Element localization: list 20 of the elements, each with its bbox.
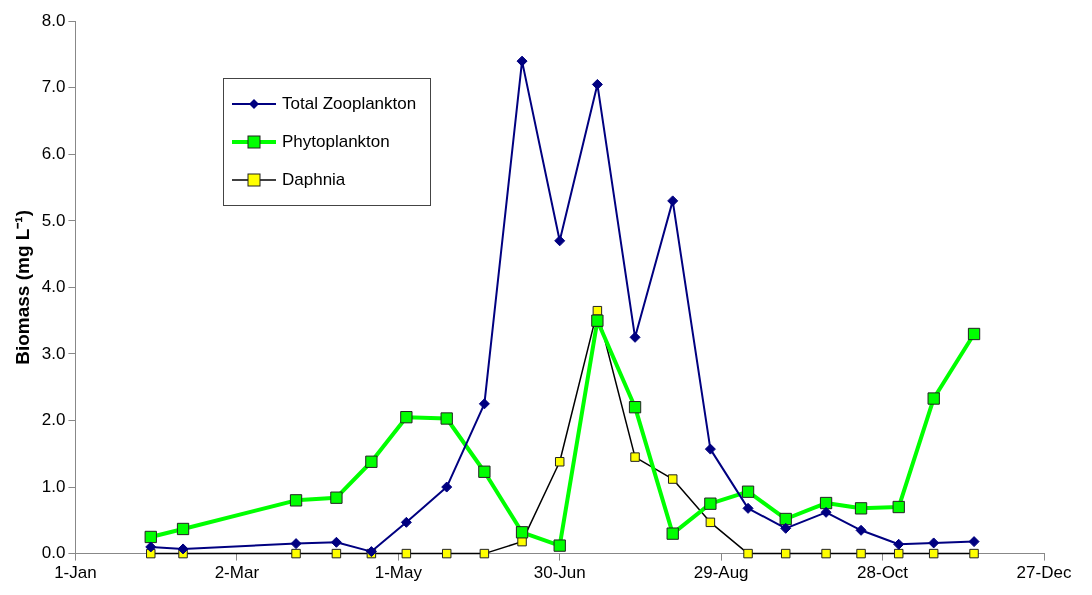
y-tick-label: 7.0	[41, 77, 66, 97]
y-tick-label: 8.0	[41, 10, 66, 30]
x-tick-label: 1-May	[374, 563, 423, 583]
x-tick-label: 2-Mar	[214, 563, 260, 583]
y-tick-label: 1.0	[41, 476, 66, 496]
x-tick-label: 27-Dec	[1016, 563, 1072, 583]
y-axis-title: Biomass (mg L⁻¹)	[11, 209, 33, 365]
x-tick-label: 1-Jan	[54, 563, 97, 583]
legend-label: Phytoplankton	[282, 132, 390, 152]
y-tick-label: 0.0	[41, 543, 66, 563]
y-tick-label: 3.0	[41, 343, 66, 363]
legend-label: Daphnia	[282, 170, 346, 190]
y-tick-label: 5.0	[41, 210, 66, 230]
y-tick-label: 2.0	[41, 410, 66, 430]
y-tick-label: 4.0	[41, 277, 66, 297]
legend-label: Total Zooplankton	[282, 94, 417, 114]
y-tick-label: 6.0	[41, 143, 66, 163]
x-tick-label: 30-Jun	[533, 563, 586, 583]
x-tick-label: 28-Oct	[857, 563, 909, 583]
x-tick-label: 29-Aug	[693, 563, 749, 583]
